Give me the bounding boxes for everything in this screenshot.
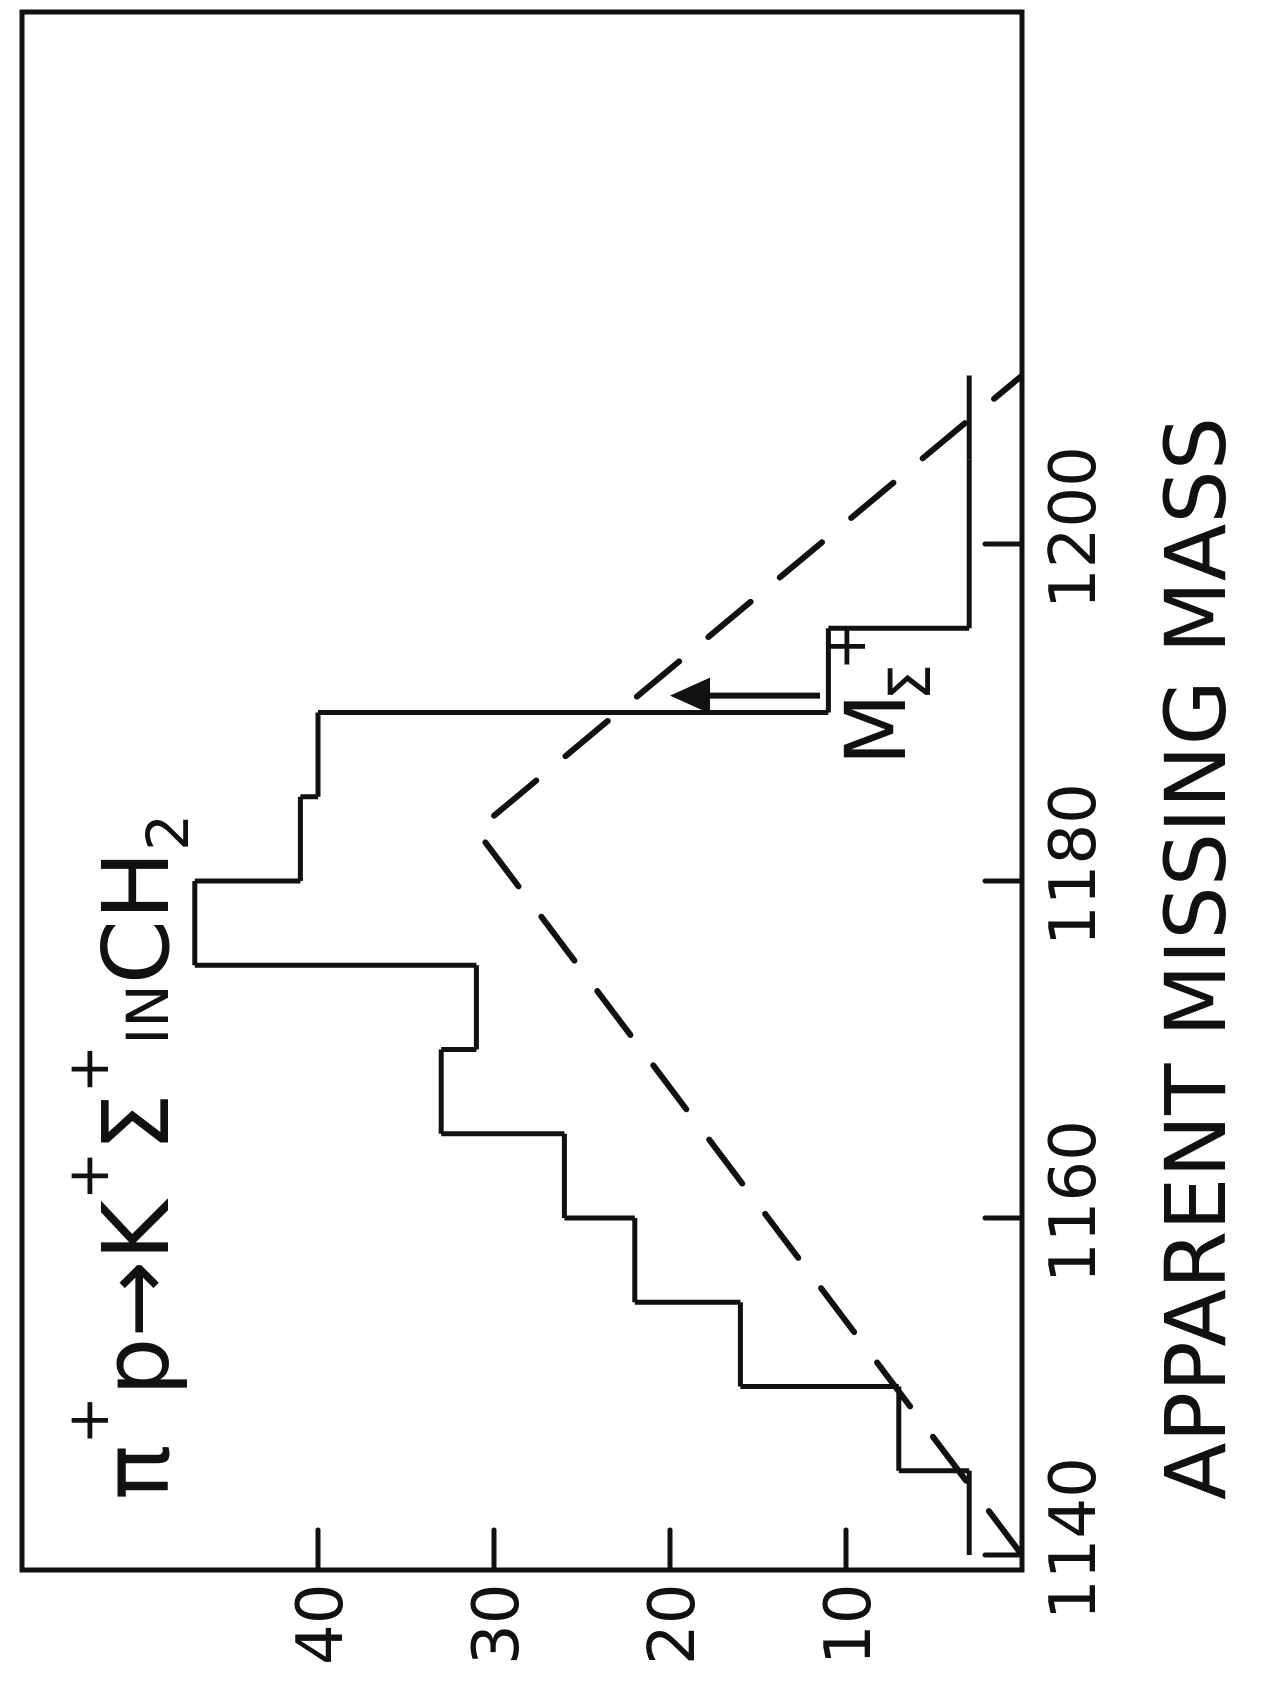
title-sub: 2	[134, 814, 202, 851]
y-tick-label: 10	[812, 1584, 886, 1665]
title-in: IN	[114, 984, 182, 1045]
title-K: K	[83, 1198, 190, 1261]
annotation-arrow-head	[670, 677, 710, 714]
title-sigma: Σ	[83, 1093, 190, 1151]
x-tick-label: 1180	[1037, 783, 1111, 946]
annotation-M: M	[827, 693, 925, 765]
y-tick-label: 40	[284, 1584, 358, 1665]
title-CH: CH	[83, 851, 190, 984]
title-sup: +	[54, 1396, 122, 1445]
title-sup: +	[54, 1152, 122, 1201]
x-tick-label: 1200	[1037, 446, 1111, 609]
plot-frame	[19, 9, 1025, 1573]
plot-area: π+p → K+Σ+ IN CH211401160118012001020304…	[19, 9, 1245, 1665]
x-tick-label: 1160	[1037, 1120, 1111, 1283]
annotation-sup: +	[811, 622, 879, 671]
title-arrow: →	[83, 1261, 190, 1338]
y-tick-label: 20	[636, 1584, 710, 1665]
x-axis-label: APPARENT MISSING MASS	[1147, 417, 1245, 1500]
title-pi: π	[83, 1445, 190, 1500]
x-tick-label: 1140	[1037, 1457, 1111, 1620]
fit-curve-dashed	[472, 372, 1022, 1558]
title-sup: +	[54, 1045, 122, 1094]
annotation-sigma: Σ	[876, 664, 944, 701]
y-tick-label: 30	[460, 1584, 534, 1665]
title-p: p	[83, 1338, 190, 1396]
